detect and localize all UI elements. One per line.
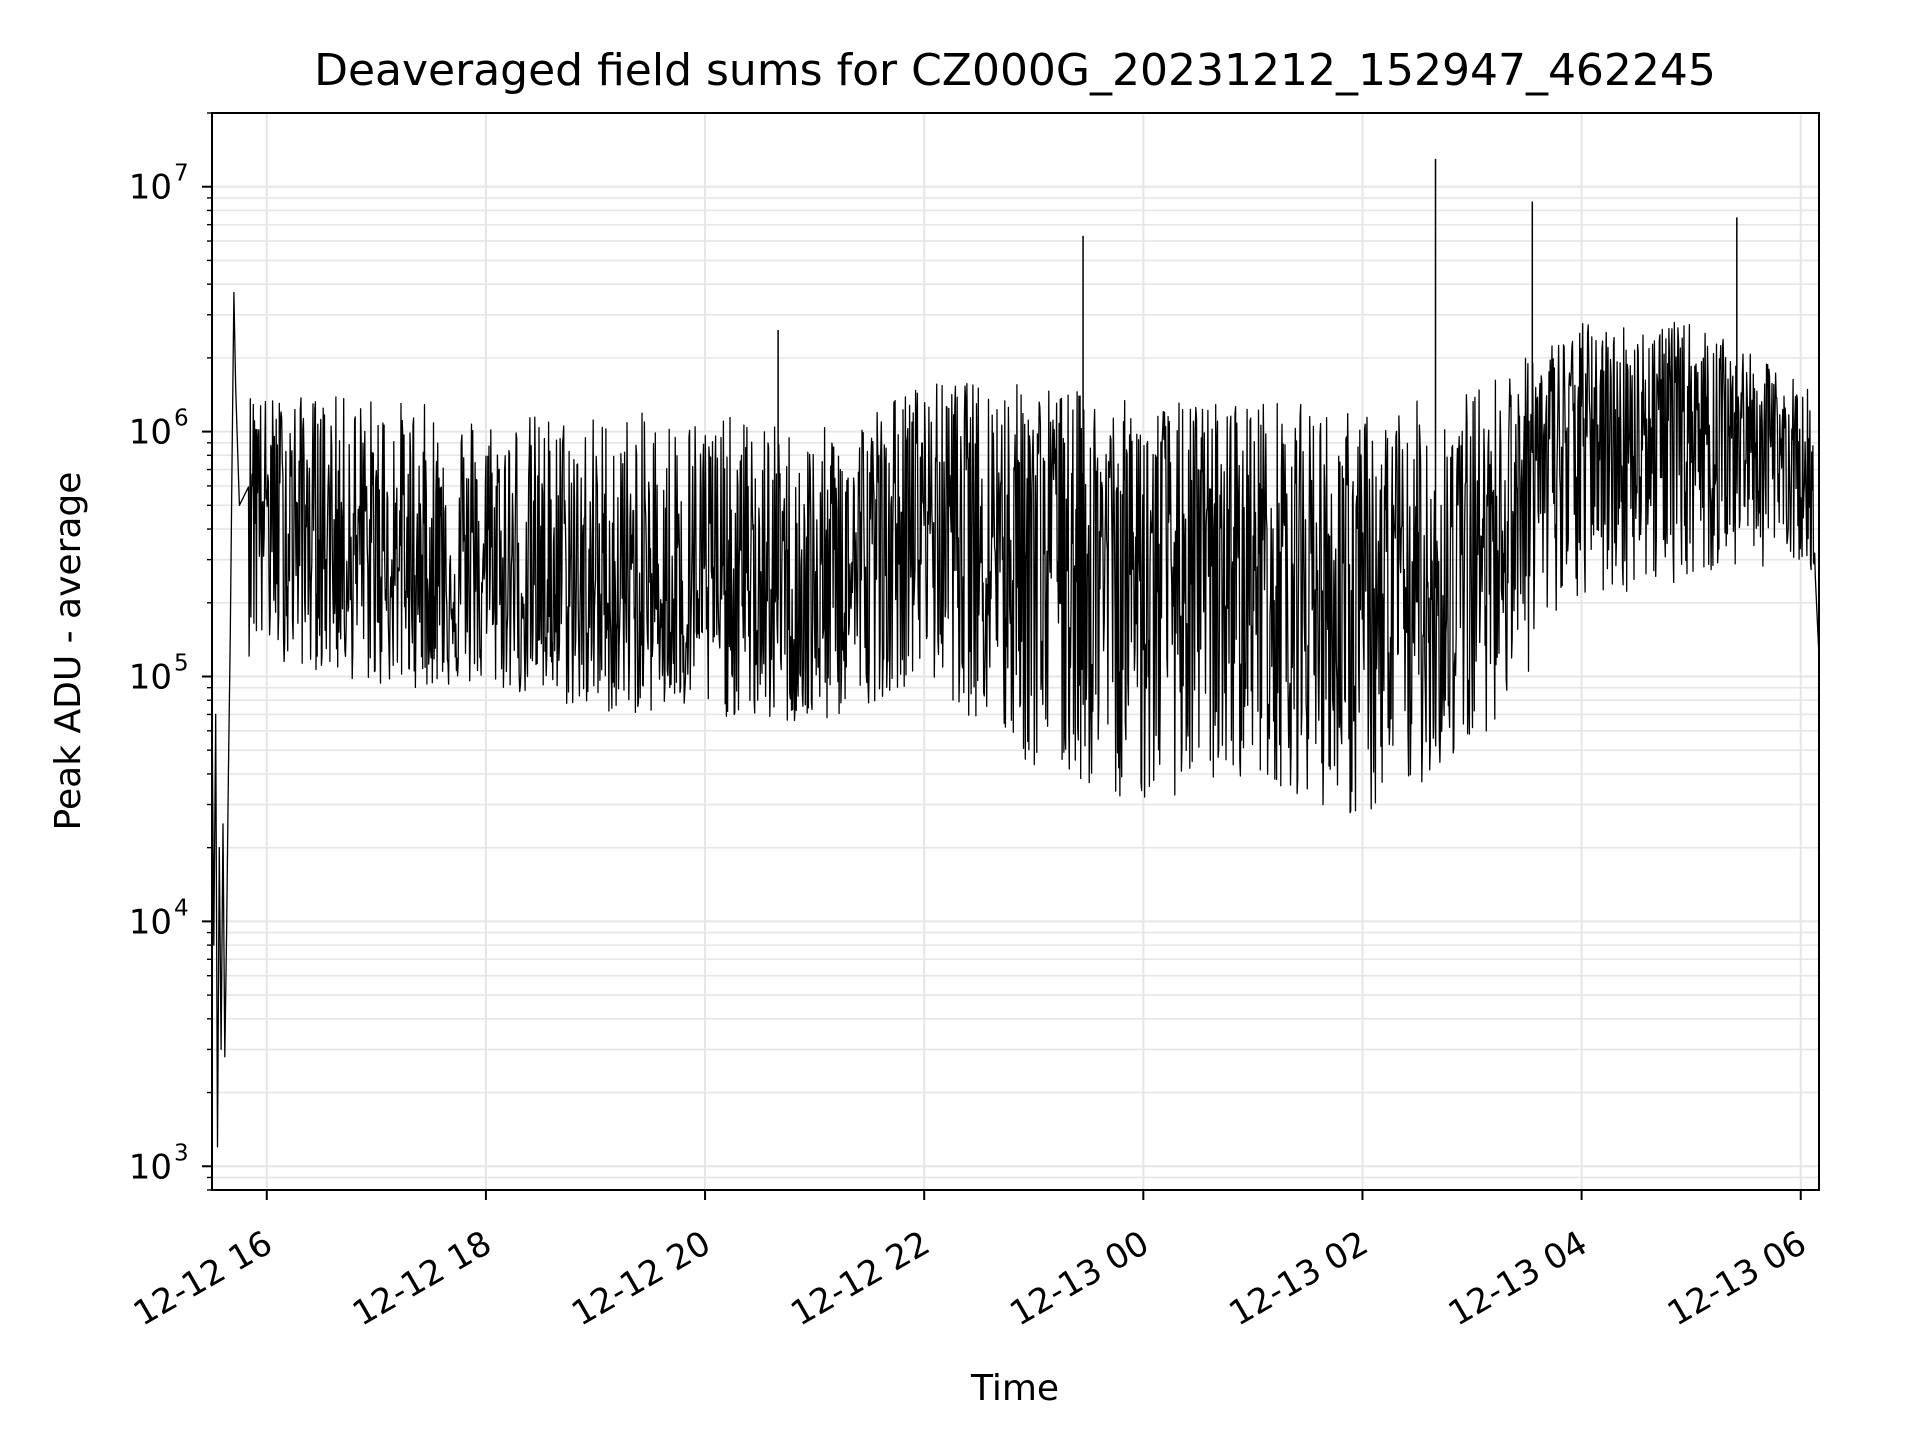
y-tick-exponent: 6 [174, 406, 189, 432]
grid-layer [212, 112, 1819, 1191]
y-tick-label: 10 [129, 1147, 172, 1187]
x-axis-label: Time [970, 1368, 1059, 1409]
y-tick-exponent: 7 [174, 161, 189, 187]
chart-title: Deaveraged field sums for CZ000G_2023121… [314, 45, 1716, 96]
y-tick-label: 10 [129, 657, 172, 697]
y-tick-exponent: 4 [174, 895, 189, 921]
y-tick-exponent: 5 [174, 650, 189, 676]
y-tick-exponent: 3 [174, 1140, 189, 1166]
series-line [211, 291, 1820, 1148]
plot-frame [211, 112, 1820, 1191]
y-tick-label: 10 [129, 902, 172, 942]
y-tick-label: 10 [129, 413, 172, 453]
series-layer [211, 158, 1820, 1148]
y-axis-label: Peak ADU - average [48, 472, 89, 831]
y-tick-label: 10 [129, 168, 172, 208]
